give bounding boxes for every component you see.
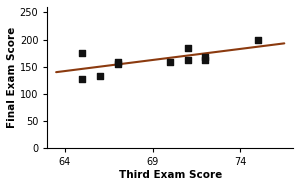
Point — [185, 46, 190, 49]
Point — [168, 60, 172, 63]
Point — [80, 78, 85, 81]
Point — [115, 62, 120, 65]
Point — [115, 60, 120, 63]
Point — [98, 74, 102, 77]
Point — [80, 52, 85, 55]
Y-axis label: Final Exam Score: Final Exam Score — [7, 27, 17, 128]
Point — [185, 58, 190, 61]
Point — [203, 58, 208, 61]
Point — [203, 56, 208, 59]
X-axis label: Third Exam Score: Third Exam Score — [118, 170, 222, 180]
Point — [256, 38, 260, 41]
